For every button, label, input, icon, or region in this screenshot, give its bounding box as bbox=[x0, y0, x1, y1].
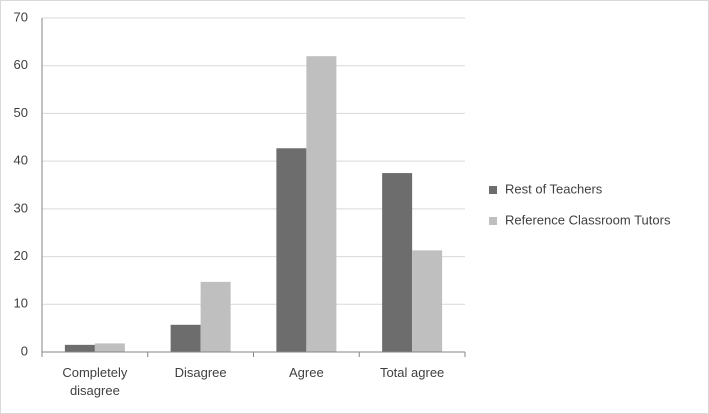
y-tick-label: 10 bbox=[14, 296, 28, 311]
x-tick-label: Completely disagree bbox=[62, 365, 128, 398]
bar bbox=[412, 250, 443, 352]
x-tick-label: Total agree bbox=[379, 365, 445, 380]
bar bbox=[200, 281, 231, 352]
y-tick-label: 20 bbox=[14, 248, 28, 263]
bar bbox=[276, 148, 307, 352]
y-tick-label: 30 bbox=[14, 200, 28, 215]
y-tick-label: 0 bbox=[21, 343, 28, 358]
legend-label: Rest of Teachers bbox=[505, 181, 603, 196]
y-tick-label: 50 bbox=[14, 105, 28, 120]
bar bbox=[170, 324, 201, 352]
bar bbox=[382, 173, 413, 352]
legend-label: Reference Classroom Tutors bbox=[505, 212, 671, 227]
legend-swatch bbox=[489, 217, 497, 225]
y-tick-label: 60 bbox=[14, 57, 28, 72]
bar bbox=[94, 343, 125, 352]
x-tick-label: Agree bbox=[289, 365, 324, 380]
legend-swatch bbox=[489, 186, 497, 194]
bar bbox=[64, 344, 95, 352]
bar bbox=[306, 56, 337, 353]
y-tick-label: 40 bbox=[14, 153, 28, 168]
y-tick-label: 70 bbox=[14, 9, 28, 24]
x-tick-label: Disagree bbox=[174, 365, 227, 380]
